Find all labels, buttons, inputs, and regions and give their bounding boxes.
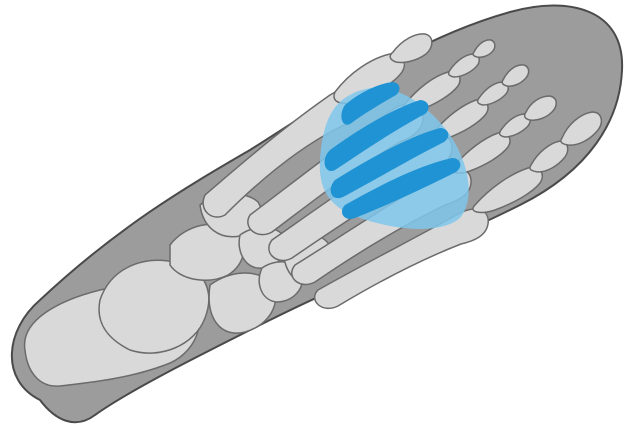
phalanx-1-distal-bone [389,33,433,64]
phalanx-2-distal-bone [472,39,496,58]
talus-bone [98,259,210,354]
phalanx-4-middle-bone [498,113,531,138]
highlight-metatarsal-2 [324,100,429,171]
phalanx-5-middle-bone [529,140,569,173]
phalanx-5-distal-bone [560,111,603,146]
phalanx-2-middle-bone [447,53,480,78]
highlight-metatarsal-4 [341,158,461,219]
highlight-metatarsal-1 [341,82,400,125]
cuboid-bone [208,272,277,334]
phalanx-4-distal-bone [523,95,557,121]
foot-bones [23,33,603,387]
highlight-metatarsal-3 [330,128,449,199]
phalanx-3-middle-bone [476,81,509,106]
phalanx-3-distal-bone [501,64,530,87]
phalanx-5-proximal-bone [472,166,544,214]
metatarsal-5-bone [313,208,489,310]
metatarsal-highlight [319,82,469,229]
